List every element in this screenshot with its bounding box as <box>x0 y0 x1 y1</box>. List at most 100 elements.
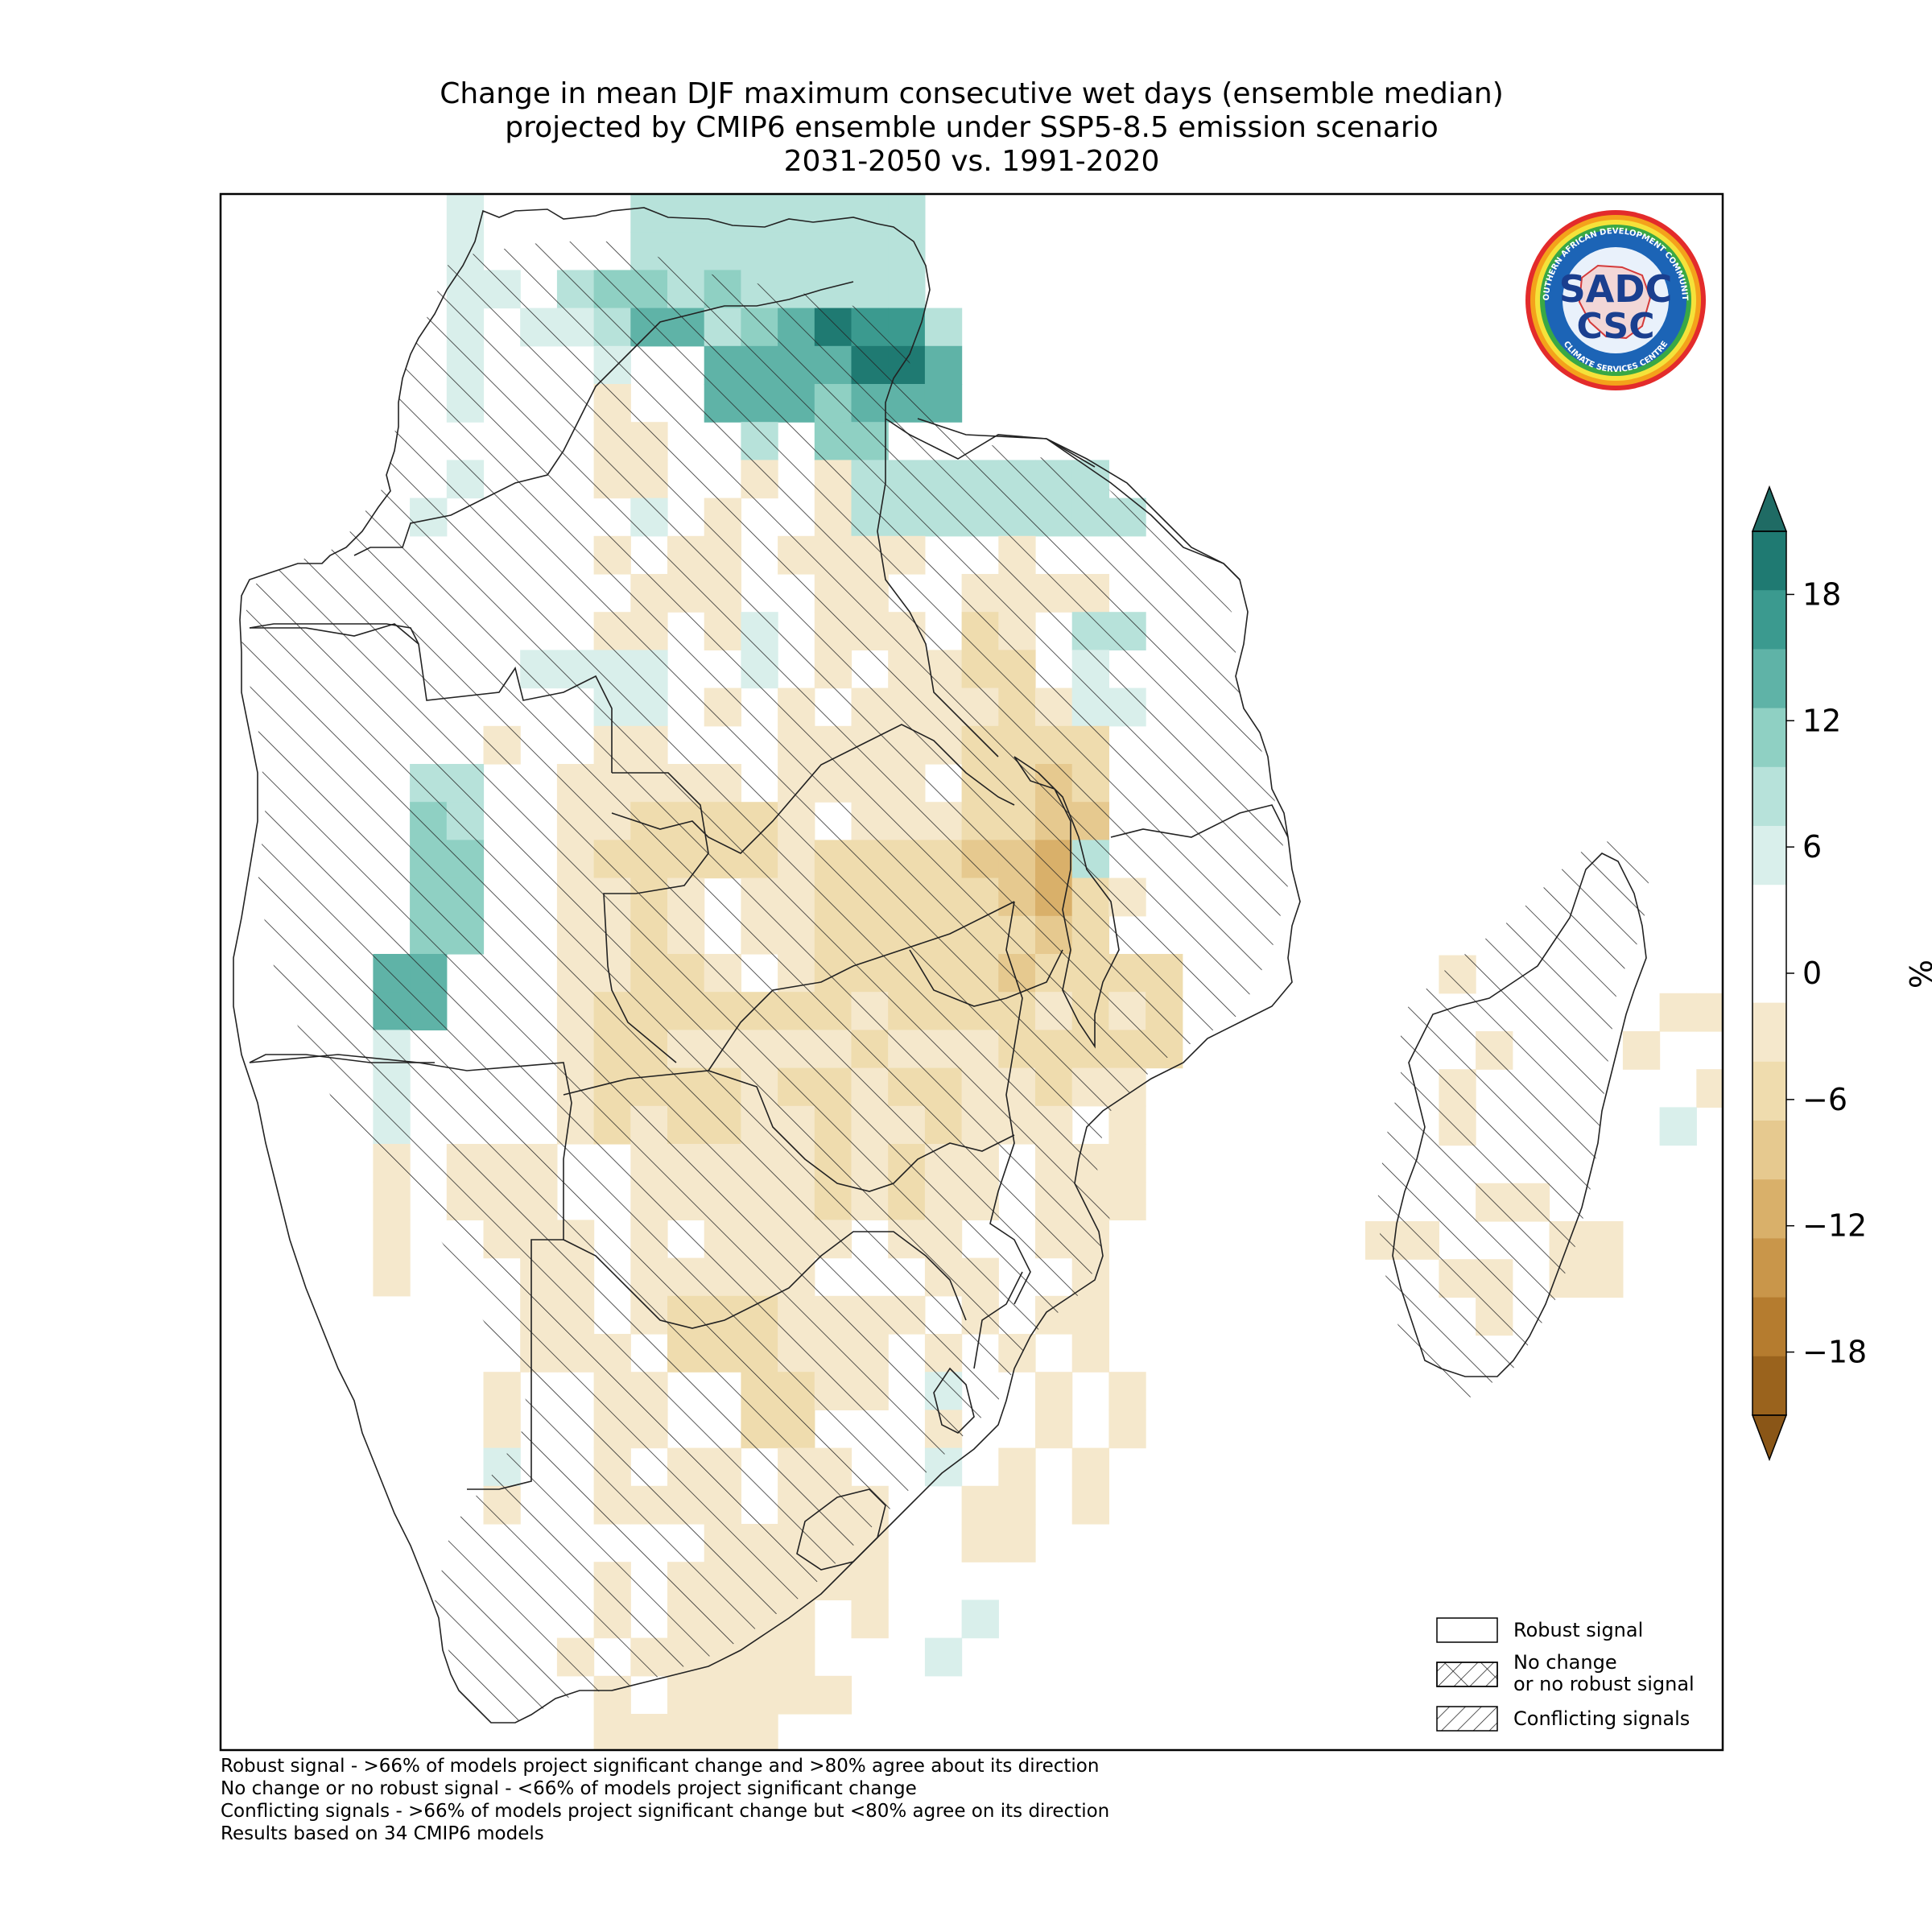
colorbar: 18 12 6 0 −6 −12 −18 % <box>1751 485 1932 1462</box>
grid-cell <box>998 1485 1036 1525</box>
grid-cell <box>924 1637 963 1677</box>
grid-cell <box>1806 1031 1843 1070</box>
grid-cell <box>704 1714 741 1750</box>
grid-cell <box>888 232 926 270</box>
border-gabon <box>249 623 419 645</box>
grid-cell <box>373 1220 411 1259</box>
grid-cell <box>1696 993 1723 1032</box>
footnote-no-change: No change or no robust signal - <66% of … <box>221 1778 917 1799</box>
grid-cell <box>1108 1182 1146 1220</box>
grid-cell <box>851 232 889 270</box>
grid-cell <box>741 1675 778 1715</box>
border-tanzania-kenya <box>1046 438 1241 580</box>
no-robust-signal-hatching-madagascar <box>1377 837 1650 1401</box>
legend-label-no-change-2: or no robust signal <box>1513 1673 1695 1695</box>
hatch-legend: Robust signal No change or no robust sig… <box>1436 1617 1695 1732</box>
border-tanzania-mozambique <box>1110 804 1289 838</box>
colorbar-tick-label: −12 <box>1802 1208 1867 1244</box>
colorbar-tick-label: −18 <box>1802 1335 1867 1370</box>
border-congo-drc <box>353 281 854 556</box>
colorbar-unit-label: % <box>1902 960 1932 989</box>
grid-cell <box>1108 1372 1146 1410</box>
grid-cell <box>1843 1069 1880 1108</box>
coastline-madagascar <box>1392 852 1647 1377</box>
colorbar-tick-label: 18 <box>1802 576 1841 612</box>
grid-cell <box>851 1562 889 1600</box>
logo-acronym: CSC <box>1576 306 1654 347</box>
colorbar-segments <box>1752 531 1786 1416</box>
grid-cell <box>593 1714 631 1750</box>
grid-cell <box>778 1675 815 1715</box>
grid-cell <box>961 1600 999 1639</box>
grid-cell <box>1108 1144 1146 1183</box>
colorbar-tick-label: 0 <box>1802 956 1822 991</box>
grid-cell <box>851 194 889 233</box>
grid-cell <box>741 1637 778 1677</box>
grid-cell <box>446 194 485 233</box>
country-borders <box>233 207 1647 1724</box>
grid-cell <box>667 1675 705 1715</box>
border-zimbabwe-mozambique <box>989 901 1031 1305</box>
grid-cell <box>1071 1447 1109 1487</box>
border-drc-zambia <box>611 724 1015 854</box>
grid-cell <box>483 1372 521 1410</box>
colorbar-segment <box>1752 531 1786 591</box>
colorbar-ticks: 18 12 6 0 −6 −12 −18 <box>1786 576 1867 1370</box>
grid-cell <box>667 194 705 233</box>
grid-cell <box>704 194 741 233</box>
colorbar-extend-top <box>1751 485 1788 532</box>
border-namibia-botswana <box>249 1054 572 1490</box>
grid-cell <box>1035 1410 1073 1449</box>
colorbar-segment <box>1752 826 1786 886</box>
border-mozambique-southafrica <box>973 1271 1023 1369</box>
colorbar-segment <box>1752 590 1786 650</box>
colorbar-segment <box>1752 1179 1786 1239</box>
grid-cell <box>814 232 852 270</box>
grid-cell <box>1659 993 1697 1032</box>
grid-cell <box>1843 1107 1880 1146</box>
grid-cell <box>704 232 741 270</box>
grid-cell <box>630 1714 668 1750</box>
colorbar-segment <box>1752 766 1786 827</box>
grid-cell <box>888 270 926 309</box>
legend-label-no-change-1: No change <box>1513 1651 1617 1674</box>
grid-cell <box>961 1485 999 1525</box>
grid-cell <box>1880 1069 1918 1108</box>
grid-cell <box>851 270 889 309</box>
grid-cell <box>1659 1107 1697 1146</box>
footnote-robust: Robust signal - >66% of models project s… <box>221 1756 1100 1777</box>
grid-cell <box>1071 1295 1109 1335</box>
no-robust-signal-hatching-mainland <box>242 242 1288 1723</box>
border-malawi <box>1013 756 1120 1049</box>
colorbar-segment <box>1752 649 1786 709</box>
grid-cell <box>630 194 668 233</box>
title-line-1: Change in mean DJF maximum consecutive w… <box>440 77 1504 110</box>
grid-cell <box>1071 1334 1109 1373</box>
colorbar-segment <box>1752 1356 1786 1416</box>
legend-label-conflicting: Conflicting signals <box>1513 1707 1690 1730</box>
coastline-mainland <box>233 207 1301 1724</box>
colorbar-segment <box>1752 943 1786 1004</box>
grid-cell <box>373 1257 411 1297</box>
grid-cell <box>814 194 852 233</box>
grid-cell <box>1806 993 1843 1032</box>
grid-cell <box>888 194 926 233</box>
border-zambia-zimbabwe <box>708 901 1015 1071</box>
grid-cell <box>483 1410 521 1449</box>
border-eswatini <box>933 1367 975 1434</box>
legend-label-robust: Robust signal <box>1513 1619 1643 1641</box>
border-zambia-mozambique <box>909 949 1063 1007</box>
footnotes: Robust signal - >66% of models project s… <box>221 1755 1109 1845</box>
logo-monogram: SADC <box>1559 267 1673 311</box>
colorbar-segment <box>1752 1121 1786 1180</box>
grid-cell <box>1108 1105 1146 1145</box>
legend-swatch-robust <box>1436 1617 1498 1643</box>
grid-cell <box>924 308 963 347</box>
grid-cell <box>1108 1410 1146 1449</box>
colorbar-segment <box>1752 1061 1786 1121</box>
border-angola-drc <box>250 623 613 773</box>
grid-cell <box>1622 1031 1661 1070</box>
grid-cell <box>1843 1031 1880 1070</box>
grid-cell <box>924 345 963 385</box>
